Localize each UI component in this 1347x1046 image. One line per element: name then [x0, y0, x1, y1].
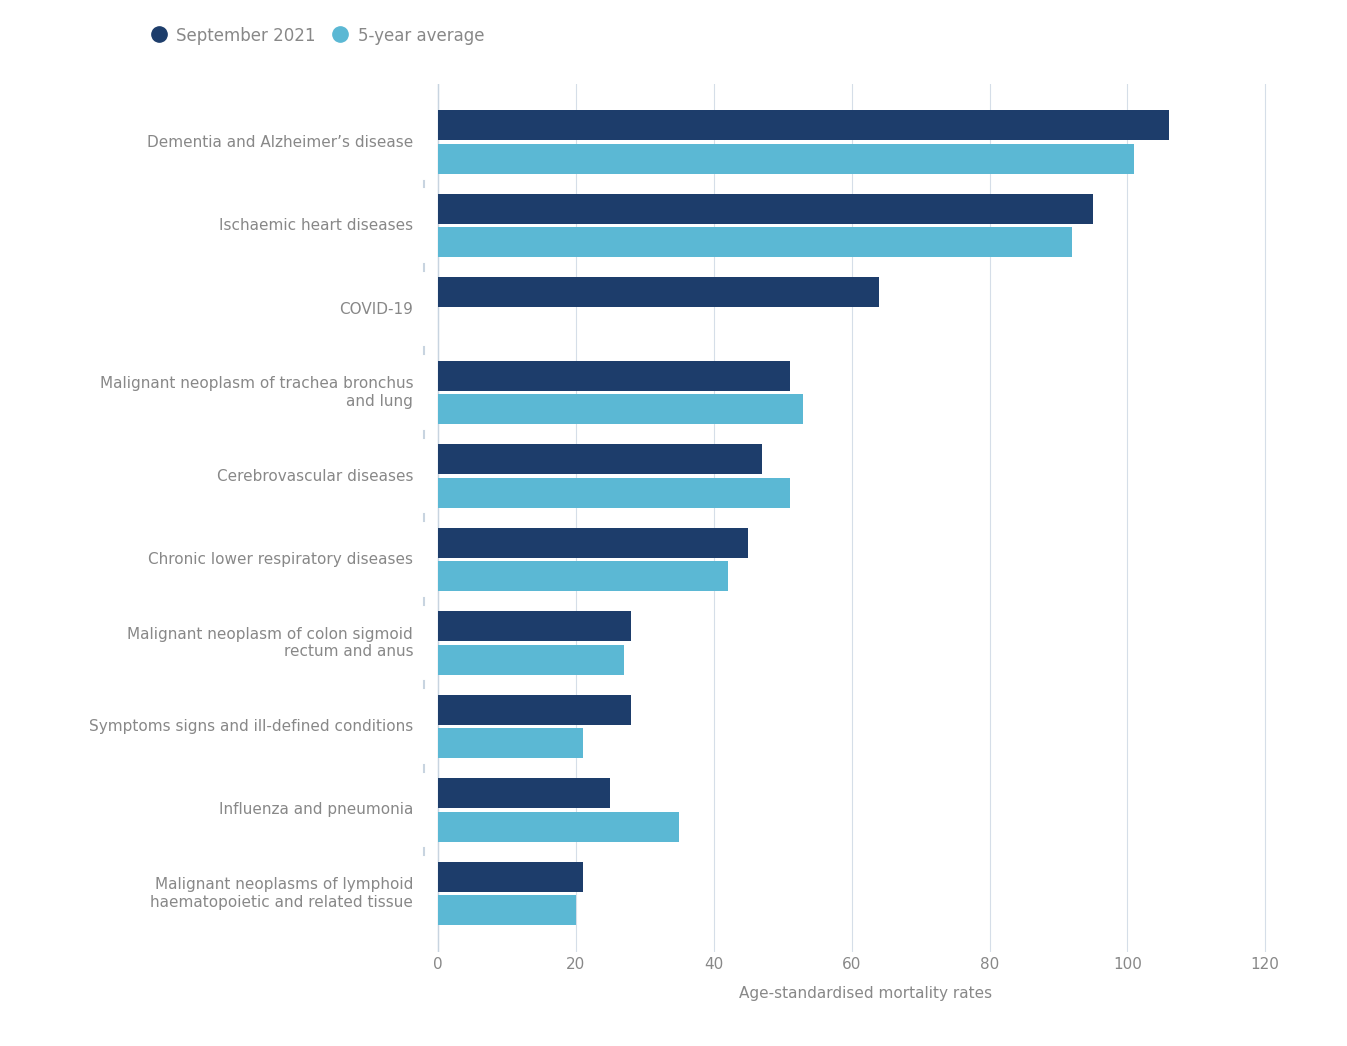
Bar — [438, 862, 583, 892]
Bar — [438, 143, 1134, 174]
Bar — [438, 695, 632, 725]
Bar — [438, 277, 880, 308]
Bar — [438, 194, 1092, 224]
Bar — [438, 111, 1169, 140]
Bar — [438, 561, 727, 591]
Bar — [438, 445, 762, 474]
Bar — [438, 895, 577, 925]
Bar — [438, 528, 749, 558]
Bar — [438, 361, 789, 391]
Bar — [438, 728, 583, 758]
Bar — [438, 227, 1072, 257]
Bar — [438, 611, 632, 641]
X-axis label: Age-standardised mortality rates: Age-standardised mortality rates — [740, 985, 991, 1001]
Bar — [438, 778, 610, 809]
Bar — [438, 812, 679, 842]
Bar — [438, 478, 789, 507]
Legend: September 2021, 5-year average: September 2021, 5-year average — [155, 27, 484, 45]
Bar — [438, 644, 624, 675]
Bar — [438, 394, 803, 425]
